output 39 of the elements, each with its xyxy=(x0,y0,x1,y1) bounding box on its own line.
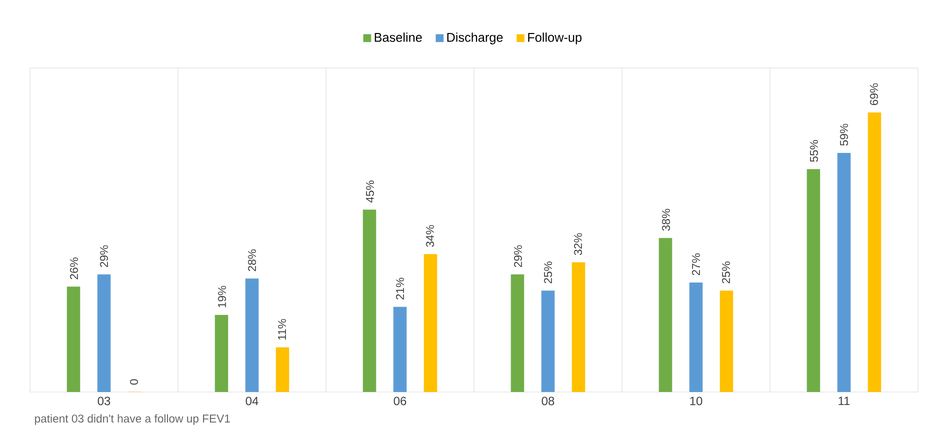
bar xyxy=(868,112,882,392)
data-label: 29% xyxy=(514,245,522,268)
data-label: 0 xyxy=(130,379,138,385)
x-tick-label: 10 xyxy=(690,396,702,406)
data-label: 38% xyxy=(662,208,670,231)
data-label: 26% xyxy=(70,257,78,280)
x-tick-label: 03 xyxy=(98,396,110,406)
bar xyxy=(572,262,586,392)
data-label: 21% xyxy=(396,278,404,300)
legend-label: Baseline xyxy=(374,32,422,42)
data-label: 32% xyxy=(574,233,582,256)
data-label: 45% xyxy=(366,180,374,203)
data-label: 11% xyxy=(278,319,286,340)
text: patient 03 didn't have a follow up FEV1 xyxy=(35,414,230,425)
x-tick-label: 04 xyxy=(246,396,258,406)
data-label: 25% xyxy=(722,262,730,284)
data-label: 34% xyxy=(426,225,434,247)
bar xyxy=(424,254,438,392)
data-label: 25% xyxy=(544,262,552,284)
data-label: 19% xyxy=(218,286,226,308)
x-tick-label: 08 xyxy=(542,396,554,406)
bar xyxy=(720,290,734,392)
data-label: 28% xyxy=(248,249,256,272)
data-label: 55% xyxy=(810,140,818,162)
data-label: 27% xyxy=(692,253,700,276)
bar xyxy=(541,290,555,392)
data-label: 29% xyxy=(100,245,108,268)
bar xyxy=(689,282,703,392)
legend-label: Discharge xyxy=(447,32,503,44)
legend-label: Follow-up xyxy=(528,32,582,44)
bar xyxy=(245,278,259,392)
x-tick-label: 11 xyxy=(838,396,850,405)
x-tick-label: 06 xyxy=(394,396,406,406)
data-label: 69% xyxy=(870,83,878,106)
bar xyxy=(97,274,111,392)
bar xyxy=(393,306,407,392)
data-label: 59% xyxy=(840,124,848,146)
bar xyxy=(276,347,290,392)
bar xyxy=(837,152,851,392)
